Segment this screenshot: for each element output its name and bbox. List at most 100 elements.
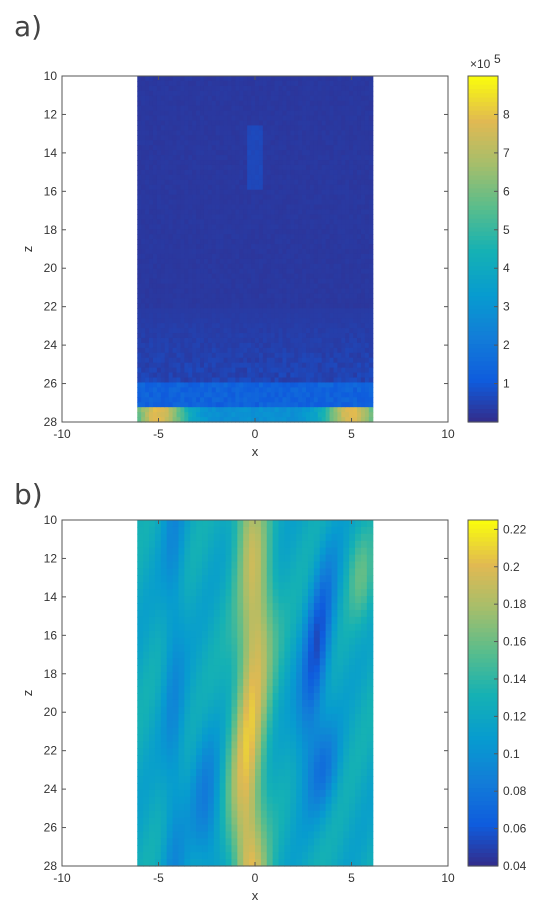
heatmap-cell <box>212 244 217 250</box>
heatmap-cell <box>345 259 350 265</box>
heatmap-cell <box>357 120 362 126</box>
heatmap-cell <box>184 707 190 715</box>
heatmap-cell <box>330 249 335 255</box>
heatmap-cell <box>353 145 358 151</box>
heatmap-cell <box>173 205 178 211</box>
heatmap-cell <box>212 200 217 206</box>
heatmap-cell <box>137 111 142 117</box>
heatmap-cell <box>267 249 272 255</box>
heatmap-cell <box>184 200 189 206</box>
heatmap-cell <box>228 205 233 211</box>
heatmap-cell <box>180 234 185 240</box>
heatmap-cell <box>196 373 201 379</box>
heatmap-cell <box>298 254 303 260</box>
heatmap-cell <box>243 402 248 408</box>
heatmap-cell <box>353 81 358 87</box>
heatmap-cell <box>180 284 185 290</box>
heatmap-cell <box>341 363 346 369</box>
heatmap-cell <box>157 328 162 334</box>
heatmap-cell <box>302 303 307 309</box>
heatmap-cell <box>345 303 350 309</box>
heatmap-cell <box>192 150 197 156</box>
heatmap-cell <box>208 407 213 413</box>
colorbar-swatch <box>468 336 498 341</box>
heatmap-cell <box>145 140 150 146</box>
heatmap-cell <box>271 234 276 240</box>
heatmap-cell <box>224 368 229 374</box>
heatmap-cell <box>330 308 335 314</box>
heatmap-cell <box>235 298 240 304</box>
heatmap-cell <box>137 700 143 708</box>
heatmap-cell <box>204 244 209 250</box>
heatmap-cell <box>275 308 280 314</box>
heatmap-cell <box>149 520 155 528</box>
heatmap-cell <box>177 170 182 176</box>
heatmap-cell <box>243 318 248 324</box>
heatmap-cell <box>326 249 331 255</box>
heatmap-cell <box>322 234 327 240</box>
heatmap-cell <box>155 672 161 680</box>
heatmap-cell <box>290 249 295 255</box>
heatmap-cell <box>235 363 240 369</box>
heatmap-cell <box>251 274 256 280</box>
heatmap-cell <box>235 180 240 186</box>
heatmap-cell <box>173 665 179 673</box>
heatmap-cell <box>314 407 319 413</box>
heatmap-cell <box>239 313 244 319</box>
heatmap-cell <box>200 224 205 230</box>
heatmap-cell <box>180 378 185 384</box>
heatmap-cell <box>271 239 276 245</box>
heatmap-cell <box>145 328 150 334</box>
heatmap-cell <box>263 234 268 240</box>
heatmap-cell <box>149 160 154 166</box>
heatmap-cell <box>322 91 327 97</box>
heatmap-cell <box>259 279 264 285</box>
heatmap-cell <box>180 303 185 309</box>
heatmap-cell <box>361 333 366 339</box>
heatmap-cell <box>137 555 143 563</box>
heatmap-cell <box>267 323 272 329</box>
heatmap-cell <box>167 831 173 839</box>
heatmap-cell <box>275 313 280 319</box>
heatmap-cell <box>208 412 213 418</box>
heatmap-cell <box>228 387 233 393</box>
heatmap-cell <box>337 116 342 122</box>
heatmap-cell <box>169 318 174 324</box>
heatmap-cell <box>337 289 342 295</box>
heatmap-cell <box>349 298 354 304</box>
heatmap-cell <box>341 298 346 304</box>
heatmap-cell <box>290 96 295 102</box>
heatmap-cell <box>294 150 299 156</box>
heatmap-cell <box>212 264 217 270</box>
heatmap-cell <box>345 284 350 290</box>
heatmap-cell <box>326 116 331 122</box>
heatmap-cell <box>286 219 291 225</box>
heatmap-cell <box>255 318 260 324</box>
heatmap-cell <box>177 397 182 403</box>
heatmap-cell <box>267 165 272 171</box>
heatmap-cell <box>145 249 150 255</box>
heatmap-cell <box>306 155 311 161</box>
heatmap-cell <box>322 392 327 398</box>
heatmap-cell <box>251 397 256 403</box>
colorbar-swatch <box>468 279 498 284</box>
heatmap-cell <box>294 229 299 235</box>
heatmap-cell <box>231 269 236 275</box>
heatmap-cell <box>294 348 299 354</box>
heatmap-cell <box>220 353 225 359</box>
heatmap-cell <box>353 244 358 250</box>
heatmap-cell <box>271 244 276 250</box>
heatmap-cell <box>322 274 327 280</box>
heatmap-cell <box>137 219 142 225</box>
heatmap-cell <box>337 125 342 131</box>
heatmap-cell <box>279 303 284 309</box>
heatmap-cell <box>239 254 244 260</box>
heatmap-cell <box>294 106 299 112</box>
heatmap-cell <box>271 106 276 112</box>
heatmap-cell <box>155 845 161 853</box>
heatmap-cell <box>200 274 205 280</box>
heatmap-cell <box>192 91 197 97</box>
heatmap-cell <box>259 259 264 265</box>
heatmap-cell <box>314 289 319 295</box>
heatmap-cell <box>353 170 358 176</box>
